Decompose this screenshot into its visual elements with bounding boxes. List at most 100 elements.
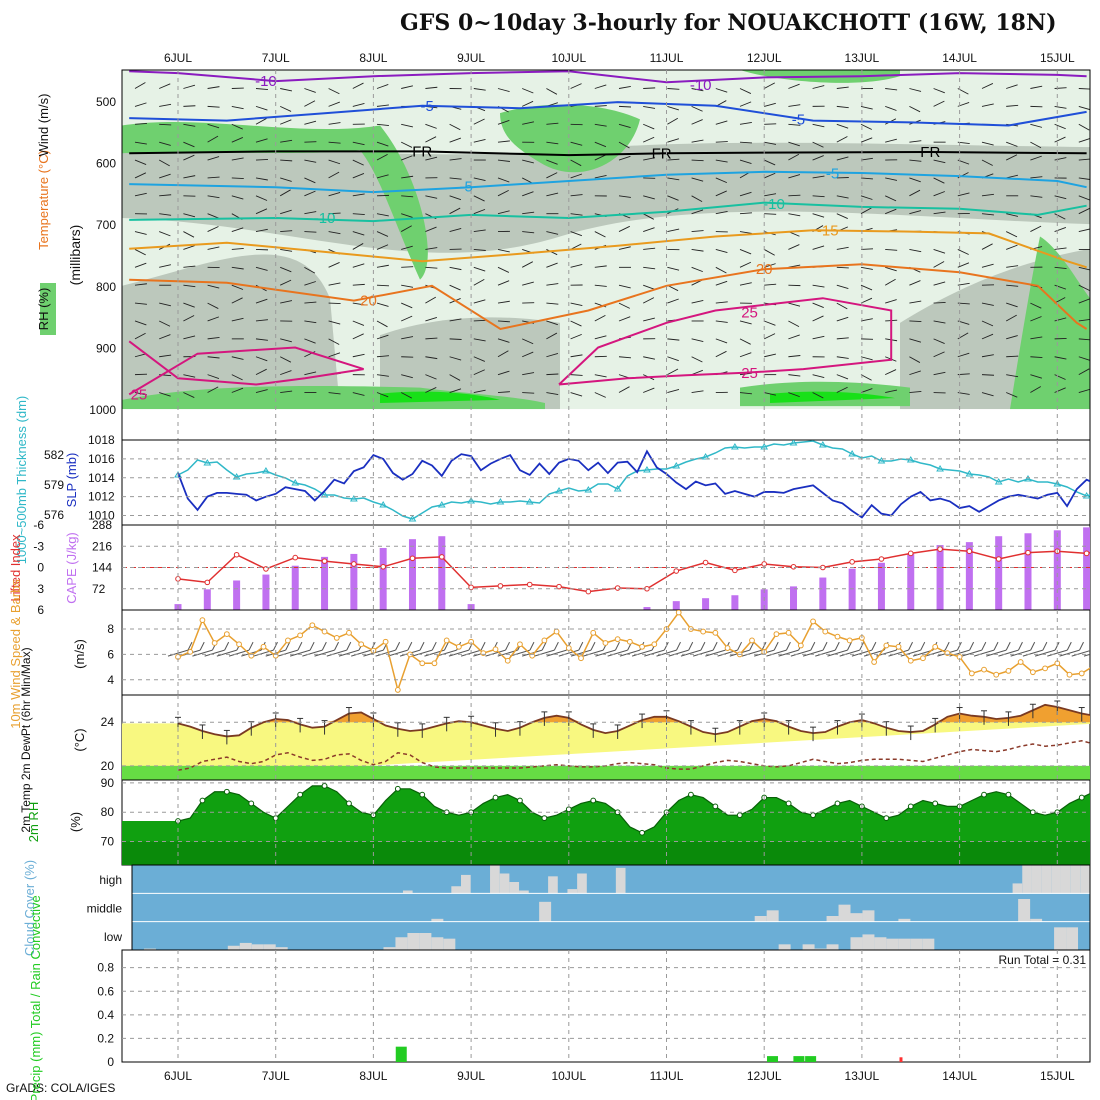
wind-barb xyxy=(812,195,825,198)
wind-barb-10m xyxy=(216,649,237,657)
pressure-tick-label: 800 xyxy=(96,280,116,294)
lifted-index-line xyxy=(177,548,1090,593)
wind-barb xyxy=(594,154,606,161)
wind-barb xyxy=(255,389,268,393)
wind-barb xyxy=(667,368,679,376)
wind-barb xyxy=(497,119,510,125)
wind-barb-10m-flag xyxy=(712,641,718,651)
cloud-cell xyxy=(814,948,827,950)
wind-barb-10m xyxy=(986,649,1007,657)
wind-barb xyxy=(788,141,800,147)
wind-barb xyxy=(207,86,220,89)
rh-plot xyxy=(122,782,1090,865)
wind-barb xyxy=(909,280,921,286)
wind-barb xyxy=(280,266,292,273)
wind-barb xyxy=(231,284,244,290)
top-date-label: 12JUL xyxy=(747,51,782,65)
wind-barb xyxy=(207,176,220,179)
thickness-marker xyxy=(936,465,944,472)
wind-barb-10m xyxy=(1022,649,1044,657)
wind-barb xyxy=(667,388,680,393)
wind-barb xyxy=(183,302,195,308)
cape-tick-label: 288 xyxy=(92,518,112,532)
wind-barb xyxy=(739,121,752,125)
wind-barb xyxy=(618,85,631,89)
wind-barb xyxy=(594,174,607,179)
cape-bar xyxy=(379,548,387,610)
wind-barb xyxy=(667,177,680,181)
thickness-marker xyxy=(467,497,475,504)
wind-barb xyxy=(788,302,801,307)
wind-barb xyxy=(1054,266,1067,270)
wind-barb-10m-flag xyxy=(993,641,999,651)
wind-barb xyxy=(328,231,341,235)
wind-barb xyxy=(207,156,220,161)
wind-barb-10m-flag xyxy=(248,641,254,651)
wind-barb xyxy=(522,392,535,394)
wind-barb xyxy=(401,245,413,250)
wind-barb xyxy=(376,83,389,89)
wind-barb xyxy=(1006,231,1018,238)
wind-barb xyxy=(546,332,558,340)
wind-barb xyxy=(788,153,800,161)
wind-barb xyxy=(304,211,317,215)
wind-barb xyxy=(497,210,510,215)
cloud-cell xyxy=(898,938,911,950)
wind-speed-marker xyxy=(993,671,1000,678)
wind-barb xyxy=(546,231,559,235)
wind-barb xyxy=(255,338,268,341)
lifted-axis-label: Lifted Index xyxy=(8,534,23,602)
wind-barb xyxy=(497,391,511,393)
wind-barb xyxy=(885,88,898,91)
wind-barb xyxy=(1054,356,1067,360)
slp-panel-frame xyxy=(121,439,1091,526)
wind-barb xyxy=(497,350,509,358)
rh-grey-low-mid xyxy=(380,317,560,410)
wind-barb-10m-flag xyxy=(578,641,584,651)
wind-barb xyxy=(933,211,946,215)
cloud-cell xyxy=(1051,865,1061,894)
wind-barb-10m-flag xyxy=(224,641,230,651)
cloud-cell xyxy=(263,944,276,950)
wind-barb-10m-flag xyxy=(187,641,193,651)
wind-barb xyxy=(352,333,364,340)
wind-speed-marker xyxy=(822,628,829,635)
ground-mask xyxy=(122,409,1090,440)
cloud-cell xyxy=(922,938,935,950)
wind-barb xyxy=(473,249,486,251)
wind-barb-10m-flag xyxy=(431,641,437,651)
wind-barb-10m xyxy=(998,649,1019,657)
cloud-cell xyxy=(1018,899,1031,922)
top-date-label: 14JUL xyxy=(942,51,977,65)
wind-speed-marker xyxy=(553,628,560,635)
wind-barb xyxy=(522,211,535,215)
wind-barb xyxy=(328,320,341,325)
wind-barb xyxy=(134,262,147,268)
wind-barb xyxy=(328,392,341,395)
wind-barb xyxy=(594,314,606,322)
wind-speed-marker xyxy=(431,660,438,667)
wind-barb xyxy=(352,320,365,326)
run-total-label: Run Total = 0.31 xyxy=(998,953,1086,967)
wind-barb xyxy=(376,231,389,237)
wind-barb-10m xyxy=(351,649,372,657)
wind-barb xyxy=(691,266,703,273)
wind-barb xyxy=(546,141,559,145)
wind-barb xyxy=(1054,247,1067,250)
wind-barb xyxy=(1006,104,1019,107)
wind-barb xyxy=(1006,265,1019,268)
cape-bar xyxy=(995,536,1003,610)
wind-barb xyxy=(981,193,994,197)
rh-marker xyxy=(785,800,792,807)
cloud-cell xyxy=(826,944,839,950)
wind-barb xyxy=(1054,213,1066,220)
wind-barb xyxy=(304,266,316,274)
wind-barb xyxy=(981,263,994,268)
wind-barb xyxy=(376,104,389,107)
wind-barb xyxy=(739,231,752,234)
wind-barb xyxy=(691,139,704,143)
wind-barb-10m-flag xyxy=(285,641,291,651)
wind-barb xyxy=(231,266,244,270)
temperature-line xyxy=(177,703,1090,738)
cape-bar xyxy=(848,568,856,610)
